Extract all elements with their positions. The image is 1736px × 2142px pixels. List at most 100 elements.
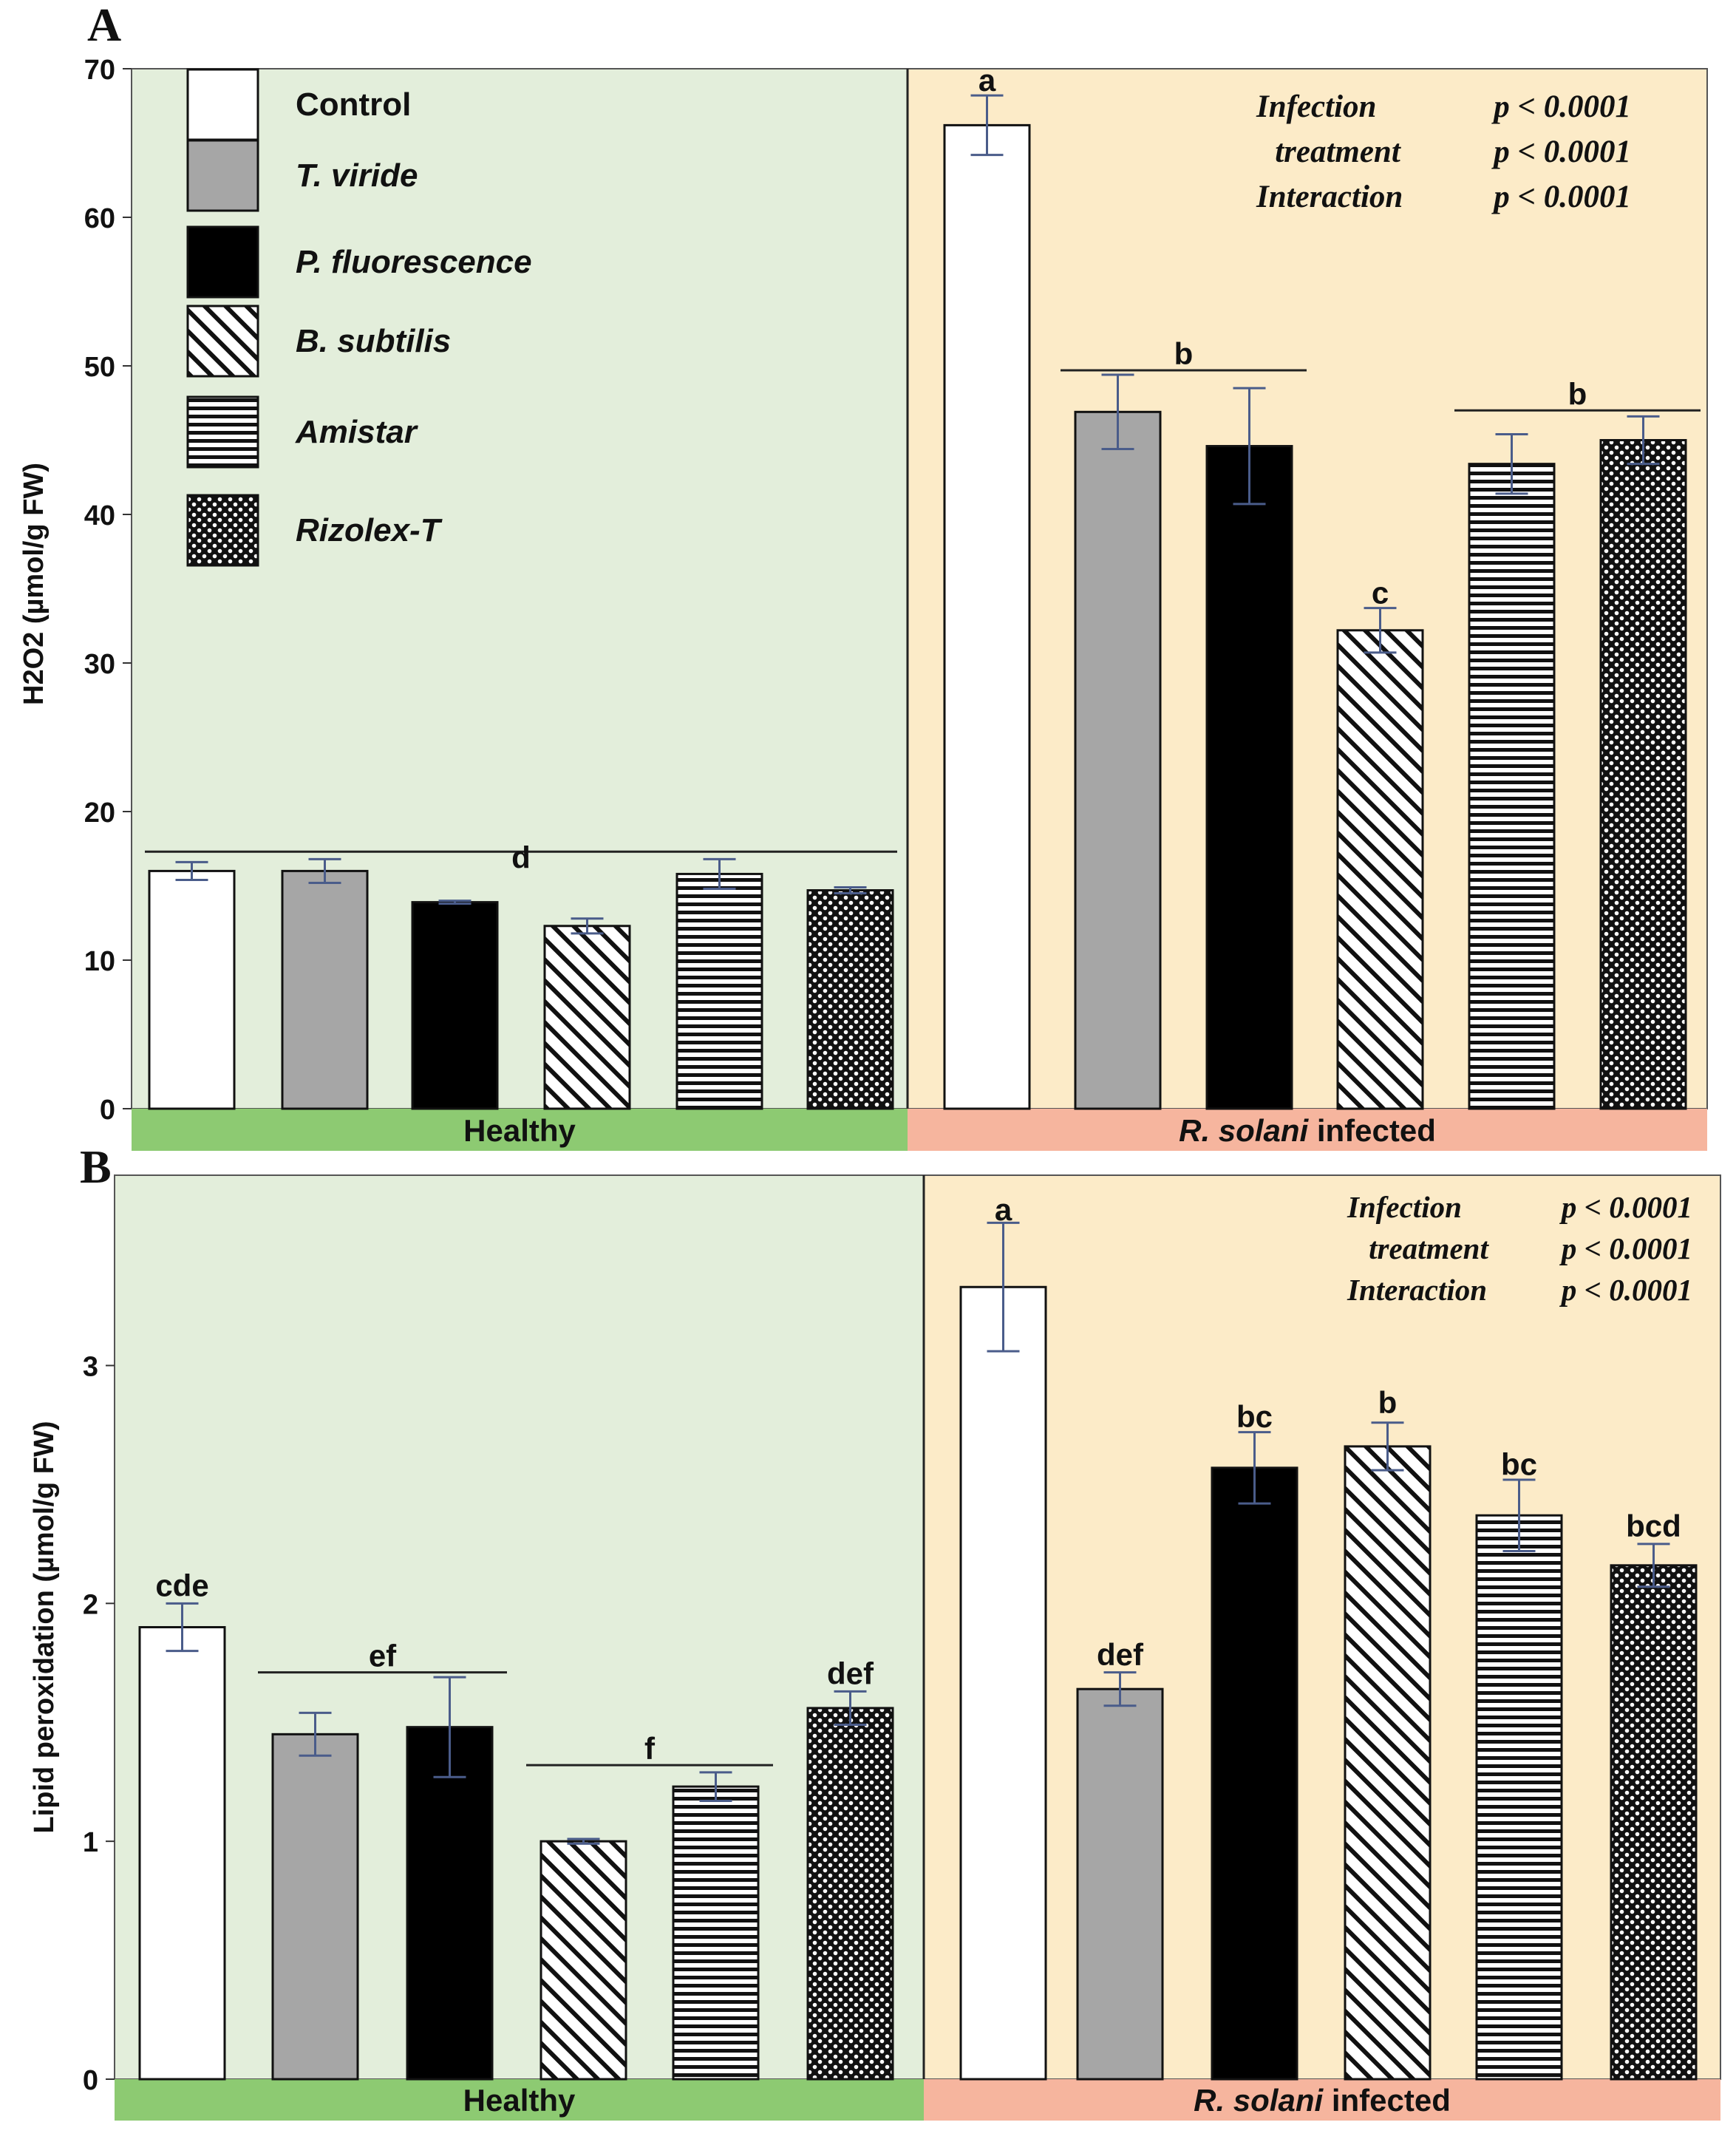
group-band-infected <box>924 2079 1720 2121</box>
panel-A: Healthy R. solani infected 0 10 20 30 40 50 60 70… <box>18 55 1708 1151</box>
y-tick-label: 30 <box>84 649 115 680</box>
stats-term: Interaction <box>1256 180 1403 214</box>
bar-healthy-2 <box>406 1726 494 2081</box>
legend-swatch-black <box>186 225 259 299</box>
legend-swatch-horiz <box>186 395 259 469</box>
group-label-part: R. solani <box>1194 2083 1324 2118</box>
bar-infected-5 <box>1599 439 1687 1110</box>
bar-healthy-3 <box>539 1840 627 2081</box>
legend-swatch-dots <box>186 494 259 567</box>
group-label: R. solani infected <box>1194 2083 1451 2118</box>
legend-label: Rizolex-T <box>296 512 443 548</box>
y-tick-label: 40 <box>84 500 115 531</box>
significance-letter: bc <box>1501 1447 1537 1482</box>
panel-label: A <box>87 0 121 51</box>
bar-healthy-0 <box>148 869 236 1110</box>
y-tick-label: 2 <box>83 1589 98 1620</box>
bar-infected-0 <box>943 123 1031 1110</box>
legend-label: T. viride <box>296 157 418 194</box>
significance-letter: a <box>978 63 996 98</box>
bar-infected-3 <box>1344 1445 1432 2081</box>
significance-letter: b <box>1378 1385 1398 1420</box>
group-label-part: Healthy <box>463 2083 576 2118</box>
significance-letter: bcd <box>1626 1509 1681 1543</box>
y-axis-label: Lipid peroxidation (µmol/g FW) <box>29 1421 60 1833</box>
y-tick-label: 0 <box>83 2065 98 2096</box>
bar-infected-5 <box>1610 1564 1698 2081</box>
stats-term: treatment <box>1275 135 1402 169</box>
bar-healthy-1 <box>271 1733 359 2081</box>
bar-infected-4 <box>1468 463 1556 1110</box>
stats-term: Infection <box>1347 1190 1462 1224</box>
group-label-part: infected <box>1323 2083 1451 2118</box>
bar-healthy-5 <box>806 889 894 1110</box>
bar-infected-2 <box>1205 445 1293 1110</box>
group-label: R. solani infected <box>1179 1113 1436 1148</box>
group-label: Healthy <box>463 2083 576 2118</box>
group-label-part: infected <box>1308 1113 1436 1148</box>
stats-p-value: p < 0.0001 <box>1559 1231 1692 1265</box>
stats-term: treatment <box>1369 1231 1489 1265</box>
significance-letter: bc <box>1236 1399 1273 1434</box>
significance-letter: ef <box>369 1639 397 1673</box>
stats-term: Interaction <box>1347 1273 1487 1307</box>
infected-background <box>924 1175 1720 2079</box>
infected-background <box>908 69 1707 1109</box>
group-band-healthy <box>132 1109 908 1151</box>
significance-letter: d <box>511 840 531 874</box>
significance-letter: b <box>1568 376 1587 411</box>
group-label-part: Healthy <box>463 1113 576 1148</box>
group-band-infected <box>908 1109 1707 1151</box>
bar-infected-1 <box>1076 1687 1164 2081</box>
y-tick-label: 60 <box>84 203 115 234</box>
panel-label: B <box>80 1140 112 1193</box>
legend-swatch-white <box>186 68 259 141</box>
bar-infected-0 <box>959 1285 1047 2081</box>
stats-p-value: p < 0.0001 <box>1491 89 1631 124</box>
y-axis-label: H2O2 (µmol/g FW) <box>18 463 50 705</box>
legend-swatch-diag <box>186 305 259 378</box>
bar-infected-4 <box>1475 1514 1563 2081</box>
significance-letter: f <box>644 1731 656 1766</box>
stats-p-value: p < 0.0001 <box>1491 135 1631 169</box>
bar-healthy-4 <box>675 872 763 1110</box>
stats-p-value: p < 0.0001 <box>1559 1273 1692 1307</box>
legend-label: P. fluorescence <box>296 244 532 280</box>
y-tick-label: 50 <box>84 352 115 383</box>
bar-healthy-3 <box>543 925 631 1110</box>
bar-healthy-2 <box>411 901 499 1110</box>
legend-label: Amistar <box>295 414 419 450</box>
group-label-part: R. solani <box>1179 1113 1309 1148</box>
bar-infected-2 <box>1211 1466 1298 2081</box>
significance-letter: def <box>1097 1637 1144 1672</box>
legend-label: Control <box>296 86 411 123</box>
y-tick-label: 3 <box>83 1351 98 1382</box>
stats-p-value: p < 0.0001 <box>1491 180 1631 214</box>
bar-healthy-1 <box>281 869 369 1110</box>
significance-letter: cde <box>155 1568 208 1603</box>
significance-letter: c <box>1372 576 1389 611</box>
bar-healthy-0 <box>138 1626 226 2081</box>
stats-p-value: p < 0.0001 <box>1559 1190 1692 1224</box>
bar-healthy-5 <box>806 1707 894 2081</box>
group-band-healthy <box>115 2079 924 2121</box>
stats-term: Infection <box>1256 89 1376 124</box>
y-tick-label: 1 <box>83 1827 98 1858</box>
legend-swatch-grey <box>186 139 259 212</box>
significance-letter: def <box>827 1656 874 1691</box>
y-tick-label: 0 <box>100 1095 115 1126</box>
panel-B: Healthy R. solani infected 0 1 2 3 Lipid perox… <box>29 1174 1721 2121</box>
significance-letter: a <box>995 1192 1012 1227</box>
healthy-background <box>132 69 908 1109</box>
bar-healthy-4 <box>672 1785 760 2081</box>
y-tick-label: 10 <box>84 946 115 977</box>
y-tick-label: 70 <box>84 55 115 86</box>
y-tick-label: 20 <box>84 798 115 829</box>
healthy-background <box>115 1175 924 2079</box>
bar-infected-1 <box>1074 410 1162 1110</box>
legend: Control T. viride P. fluorescence B. subtil… <box>186 68 532 567</box>
legend-label: B. subtilis <box>296 323 451 359</box>
bar-infected-3 <box>1336 629 1424 1110</box>
significance-letter: b <box>1174 336 1194 371</box>
